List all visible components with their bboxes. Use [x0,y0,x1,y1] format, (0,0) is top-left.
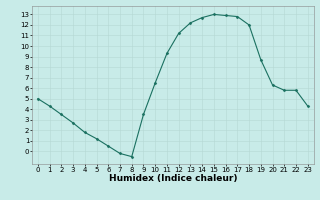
X-axis label: Humidex (Indice chaleur): Humidex (Indice chaleur) [108,174,237,183]
